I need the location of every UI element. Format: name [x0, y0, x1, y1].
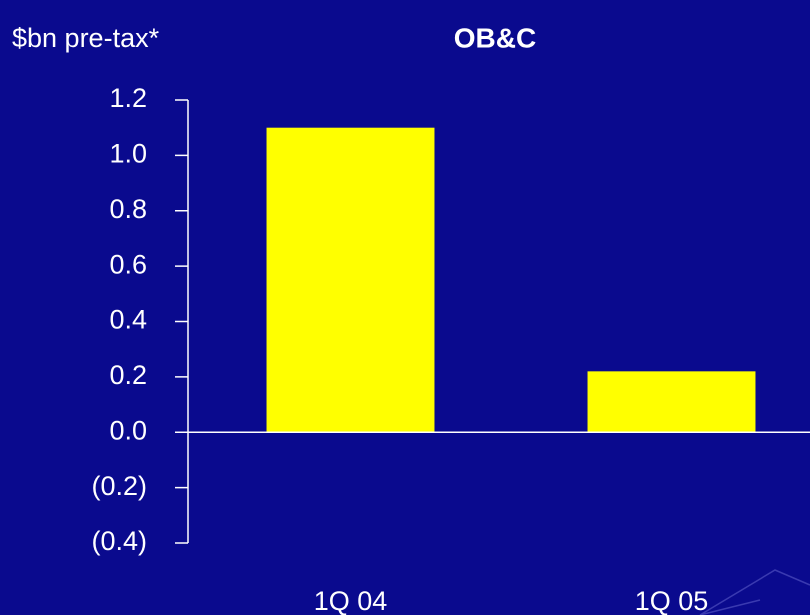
bar: [587, 371, 756, 433]
y-axis-label: $bn pre-tax*: [12, 23, 160, 53]
bar: [266, 127, 435, 433]
chart-title: OB&C: [454, 22, 536, 53]
y-tick-label: (0.2): [91, 471, 147, 501]
x-tick-label: 1Q 04: [314, 586, 388, 615]
y-tick-label: 0.0: [109, 415, 147, 445]
y-tick-label: 0.8: [109, 194, 147, 224]
y-tick-label: 0.4: [109, 305, 147, 335]
y-tick-label: (0.4): [91, 526, 147, 556]
y-tick-label: 0.2: [109, 360, 147, 390]
y-tick-label: 0.6: [109, 249, 147, 279]
y-tick-label: 1.2: [109, 83, 147, 113]
decoration: [699, 569, 810, 615]
x-tick-label: 1Q 05: [635, 586, 709, 615]
y-tick-label: 1.0: [109, 139, 147, 169]
